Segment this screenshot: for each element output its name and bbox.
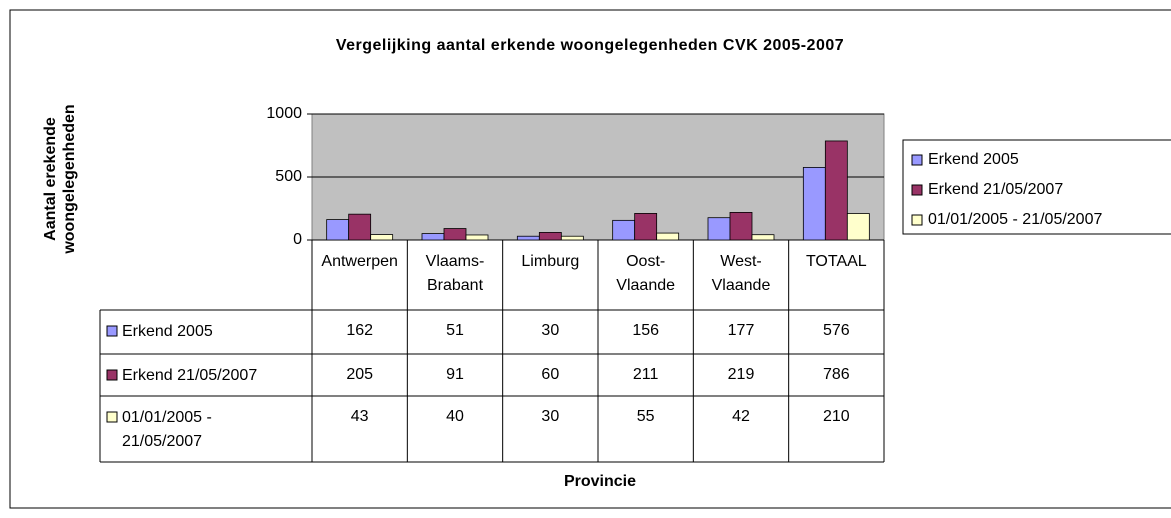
legend-swatch — [911, 184, 923, 196]
data-table-value: 156 — [632, 322, 659, 339]
y-axis-title: Aantal erekende woongelegenheden — [42, 104, 78, 254]
bar — [802, 167, 826, 241]
bar — [707, 217, 731, 241]
bar — [370, 234, 394, 241]
data-table-value: 219 — [728, 366, 755, 383]
data-table-value: 51 — [446, 322, 464, 339]
x-tick-label: Vlaams-Brabant — [425, 253, 485, 294]
data-table-value: 786 — [823, 366, 850, 383]
y-tick-label: 500 — [275, 168, 302, 185]
bar — [846, 213, 870, 241]
bar — [612, 219, 636, 241]
data-table-value: 205 — [346, 366, 373, 383]
data-table-value: 40 — [446, 408, 464, 425]
table-row-label: 01/01/2005 - 21/05/2007 — [122, 409, 212, 450]
data-table-value: 43 — [351, 408, 369, 425]
bar — [348, 213, 372, 241]
bar — [538, 232, 562, 241]
data-table-value: 576 — [823, 322, 850, 339]
bar — [751, 234, 775, 241]
data-table-value: 210 — [823, 408, 850, 425]
table-legend-swatch — [106, 411, 118, 423]
table-row-label: Erkend 2005 — [122, 323, 213, 340]
bar — [421, 233, 445, 241]
x-tick-label: West-Vlaande — [711, 253, 771, 294]
bar — [824, 140, 848, 241]
chart-title: Vergelijking aantal erkende woongelegenh… — [336, 37, 844, 54]
data-table-value: 55 — [637, 408, 655, 425]
legend-swatch — [911, 214, 923, 226]
x-axis-title: Provincie — [564, 473, 636, 490]
legend-label: Erkend 2005 — [928, 151, 1019, 168]
data-table-value: 60 — [541, 366, 559, 383]
table-legend-swatch — [106, 325, 118, 337]
data-table-value: 177 — [728, 322, 755, 339]
x-tick-label: Limburg — [521, 253, 580, 270]
chart-border — [9, 9, 1171, 509]
x-tick-label: Antwerpen — [321, 253, 398, 270]
y-tick-label: 0 — [293, 231, 302, 248]
bar — [443, 228, 467, 241]
legend-swatch — [911, 154, 923, 166]
bar — [326, 219, 350, 241]
table-legend-swatch — [106, 369, 118, 381]
bar — [729, 212, 753, 241]
legend-label: Erkend 21/05/2007 — [928, 181, 1063, 198]
bar — [560, 235, 584, 241]
bar — [656, 232, 680, 241]
bar — [516, 235, 540, 241]
bar — [634, 213, 658, 241]
data-table-value: 30 — [541, 408, 559, 425]
data-table-value: 211 — [633, 366, 659, 383]
x-tick-label: Oost-Vlaande — [616, 253, 676, 294]
data-table-value: 30 — [541, 322, 559, 339]
legend-box — [902, 139, 1171, 235]
data-table-value: 91 — [446, 366, 464, 383]
y-tick-label: 1000 — [266, 105, 302, 122]
data-table-value: 42 — [732, 408, 750, 425]
legend-label: 01/01/2005 - 21/05/2007 — [928, 211, 1102, 228]
table-row-label: Erkend 21/05/2007 — [122, 367, 258, 384]
data-table-value: 162 — [346, 322, 373, 339]
x-tick-label: TOTAAL — [805, 253, 867, 270]
bar — [465, 234, 489, 241]
